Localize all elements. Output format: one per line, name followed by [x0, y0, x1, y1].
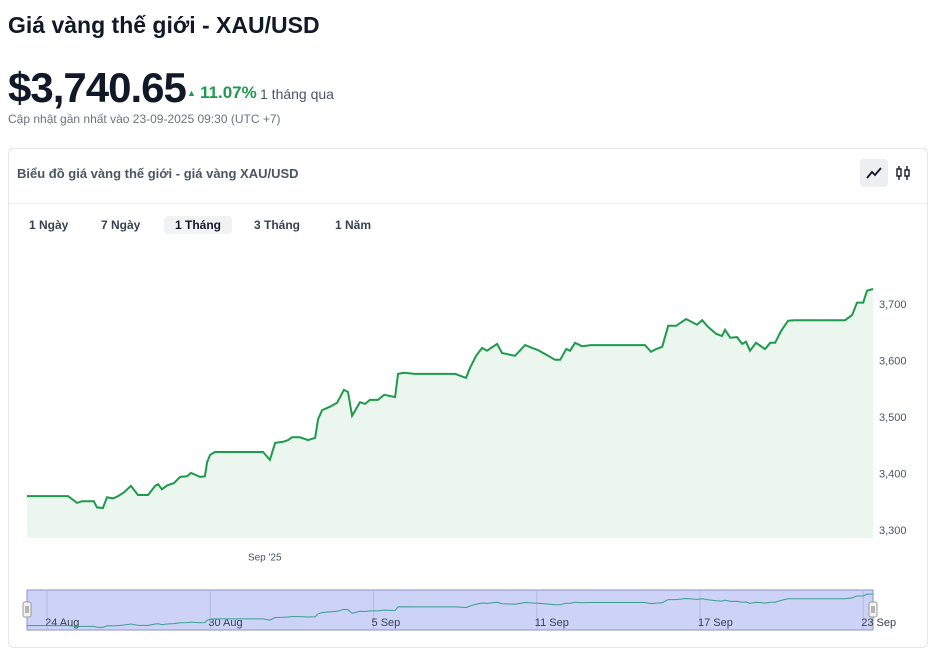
- candle-chart-button[interactable]: [889, 159, 917, 187]
- navigator-tick-label: 23 Sep: [861, 617, 896, 629]
- y-tick-label: 3,400: [879, 469, 907, 481]
- navigator-line: [27, 593, 874, 628]
- line-chart-button[interactable]: [860, 159, 888, 187]
- range-tab[interactable]: 1 Năm: [335, 218, 372, 232]
- navigator-handle[interactable]: [22, 601, 32, 618]
- y-tick-label: 3,700: [879, 299, 907, 311]
- chart-title: Biểu đồ giá vàng thế giới - giá vàng XAU…: [17, 166, 299, 181]
- range-tab[interactable]: 1 Ngày: [29, 218, 69, 232]
- page-title: Giá vàng thế giới - XAU/USD: [8, 12, 320, 38]
- x-tick-label: Sep '25: [248, 553, 282, 564]
- up-arrow: ▲: [187, 88, 196, 98]
- y-tick-label: 3,600: [879, 355, 907, 367]
- y-tick-label: 3,300: [879, 525, 907, 537]
- navigator-tick-label: 17 Sep: [698, 617, 733, 629]
- price-line: [27, 288, 874, 510]
- price: $3,740.65: [8, 64, 187, 111]
- navigator-tick-label: 30 Aug: [208, 617, 242, 629]
- change: 11.07%: [200, 83, 257, 102]
- navigator-tick-label: 5 Sep: [372, 617, 401, 629]
- range-tab[interactable]: 3 Tháng: [254, 218, 301, 232]
- navigator-window: [26, 589, 874, 631]
- navigator-tick-label: 24 Aug: [45, 617, 79, 629]
- y-tick-label: 3,500: [879, 412, 907, 424]
- area: [27, 289, 873, 538]
- updated: Cập nhật gần nhất vào 23-09-2025 09:30 (…: [8, 112, 281, 126]
- navigator-tick-label: 11 Sep: [535, 617, 569, 629]
- range-tab[interactable]: 1 Tháng: [164, 216, 233, 234]
- navigator-handle[interactable]: [868, 601, 878, 618]
- range-tab[interactable]: 7 Ngày: [101, 218, 141, 232]
- chart-card: [8, 148, 928, 648]
- divider: [9, 203, 927, 204]
- period: 1 tháng qua: [260, 86, 334, 102]
